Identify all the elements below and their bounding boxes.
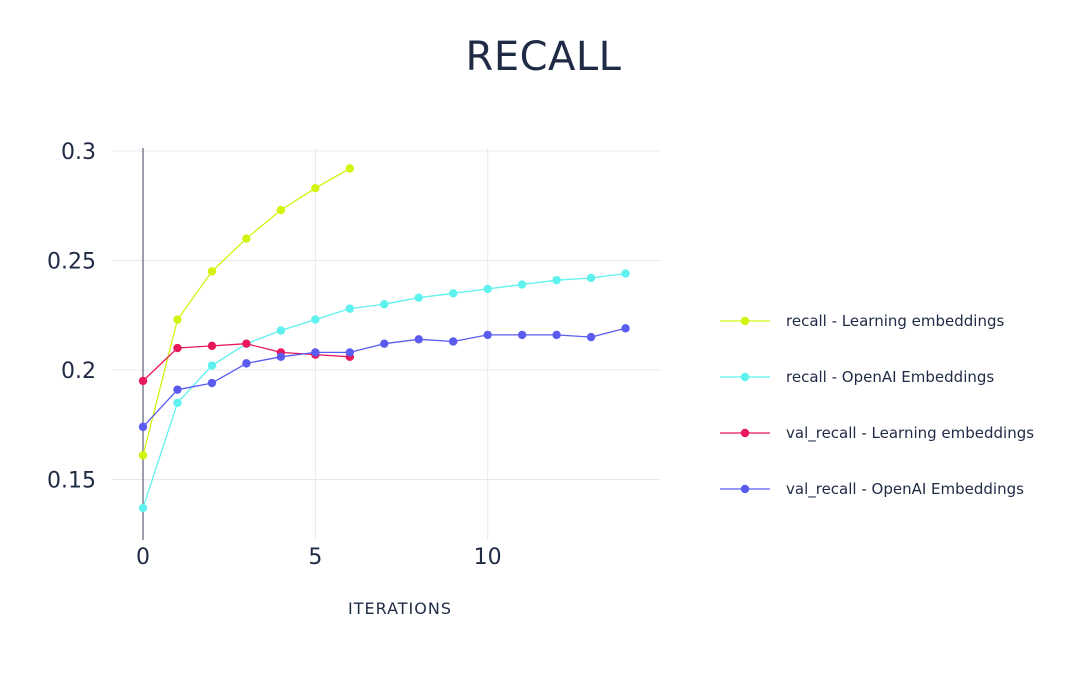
data-point: [242, 234, 251, 243]
grid-lines: [112, 148, 660, 540]
legend-item: recall - Learning embeddings: [720, 312, 1005, 330]
data-point: [483, 284, 492, 294]
data-point: [483, 330, 492, 340]
data-point: [345, 348, 355, 357]
series-line: [142, 272, 626, 509]
data-point: [621, 324, 630, 333]
legend-swatch-marker: [740, 428, 750, 438]
data-point: [276, 205, 286, 215]
legend-label: val_recall - OpenAI Embeddings: [786, 480, 1024, 499]
data-point: [449, 289, 458, 298]
data-point: [414, 293, 423, 302]
data-point: [138, 503, 148, 513]
data-point: [173, 398, 182, 407]
data-point: [517, 330, 527, 340]
legend-item: val_recall - OpenAI Embeddings: [720, 480, 1024, 499]
data-point: [173, 385, 182, 394]
y-tick-label: 0.15: [47, 468, 96, 493]
legend: recall - Learning embeddings recall - Ope…: [720, 312, 1034, 499]
data-point: [138, 422, 148, 432]
x-axis-ticks: 0 5 10: [136, 545, 502, 570]
data-point: [345, 164, 355, 173]
data-series: [138, 164, 630, 513]
x-tick-label: 10: [474, 545, 502, 570]
legend-swatch-marker: [740, 372, 750, 382]
x-tick-label: 5: [308, 545, 322, 570]
data-point: [380, 339, 389, 348]
legend-swatch-marker: [740, 316, 750, 326]
data-point: [207, 378, 217, 388]
data-point: [207, 267, 217, 276]
data-point: [276, 352, 286, 362]
series-4: [138, 324, 630, 432]
y-tick-label: 0.25: [47, 249, 96, 274]
data-point: [449, 337, 458, 346]
data-point: [517, 280, 527, 289]
data-point: [207, 341, 217, 351]
legend-label: recall - Learning embeddings: [786, 312, 1005, 330]
series-2: [138, 269, 630, 513]
series-1: [138, 164, 355, 460]
data-point: [311, 183, 320, 193]
data-point: [138, 451, 148, 460]
data-point: [345, 304, 355, 313]
x-tick-label: 0: [136, 545, 150, 570]
data-point: [173, 343, 182, 353]
legend-item: val_recall - Learning embeddings: [720, 424, 1034, 443]
data-point: [380, 300, 389, 309]
y-tick-label: 0.2: [61, 359, 96, 384]
data-point: [552, 275, 561, 285]
legend-label: recall - OpenAI Embeddings: [786, 368, 994, 386]
data-point: [242, 359, 251, 368]
data-point: [311, 348, 320, 357]
data-point: [586, 273, 596, 283]
data-point: [552, 330, 561, 340]
y-axis-ticks: 0.15 0.2 0.25 0.3: [47, 140, 96, 493]
legend-item: recall - OpenAI Embeddings: [720, 368, 994, 386]
data-point: [311, 315, 320, 324]
data-point: [173, 315, 182, 324]
data-point: [414, 335, 423, 344]
x-axis-title: ITERATIONS: [348, 599, 452, 618]
data-point: [586, 332, 596, 342]
data-point: [138, 376, 148, 386]
data-point: [207, 361, 217, 370]
data-point: [242, 339, 251, 348]
y-tick-label: 0.3: [61, 140, 96, 165]
chart-title: RECALL: [465, 34, 622, 80]
data-point: [276, 326, 286, 335]
legend-label: val_recall - Learning embeddings: [786, 424, 1034, 443]
data-point: [621, 269, 630, 278]
legend-swatch-marker: [740, 484, 750, 494]
